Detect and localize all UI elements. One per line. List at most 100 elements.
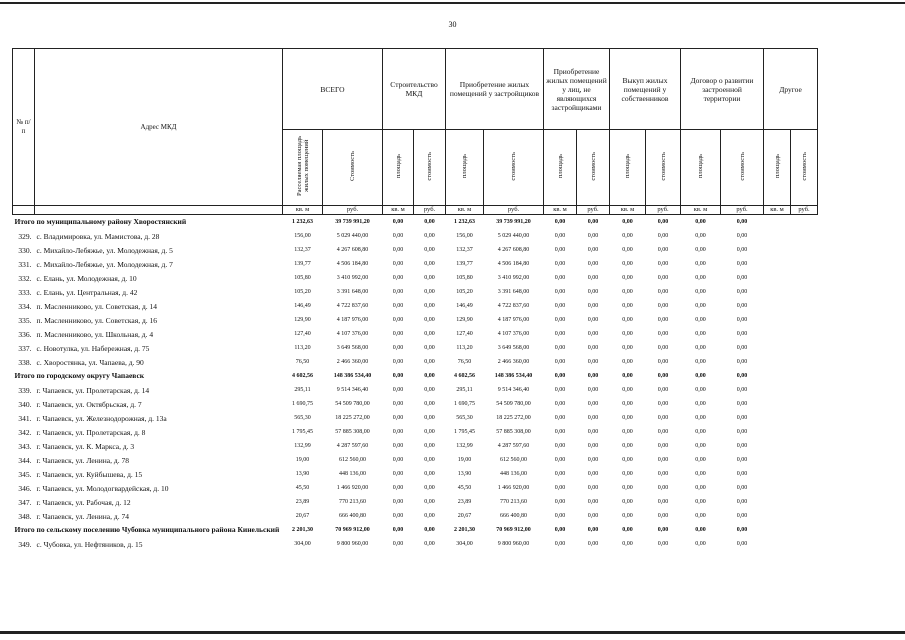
address: г. Чапаевск, ул. Молодогвардейская, д. 1… xyxy=(36,483,169,493)
data-row: 331. с. Михайло-Лебяжье, ул. Молодежная, … xyxy=(13,257,818,271)
data-row: 348. г. Чапаевск, ул. Ленина, д. 74 20,67 6… xyxy=(13,509,818,523)
value-cell: 45,50 xyxy=(295,485,310,491)
value-cell: 0,00 xyxy=(657,317,669,323)
value-cell xyxy=(791,271,818,285)
value-cell: 0,00 xyxy=(695,499,706,505)
address: г. Чапаевск, ул. Октябрьская, д. 7 xyxy=(36,399,142,409)
address: с. Михайло-Лебяжье, ул. Молодежная, д. 7 xyxy=(36,259,173,269)
value-cell: 0,00 xyxy=(424,471,435,477)
value-cell: 0,00 xyxy=(736,317,748,323)
value-cell: 0,00 xyxy=(554,541,566,547)
total-row: Итого по городскому округу Чапаевск 4 602… xyxy=(13,369,818,383)
value-cell: 39 739 991,20 xyxy=(496,219,531,225)
value-cell: 0,00 xyxy=(424,331,435,337)
value-cell: 0,00 xyxy=(424,429,435,435)
column-header-text: стоимость xyxy=(659,151,667,181)
unit-label: руб. xyxy=(413,205,446,215)
value-cell: 0,00 xyxy=(695,513,706,519)
address-header: Адрес МКД xyxy=(34,48,283,206)
value-cell: 0,00 xyxy=(587,289,599,295)
unit-label: руб. xyxy=(720,205,764,215)
address: с. Хворостянка, ул. Чапаева, д. 90 xyxy=(36,357,144,367)
value-cell: 0,00 xyxy=(424,303,435,309)
value-cell: 2 466 360,00 xyxy=(497,359,530,365)
value-cell: 0,00 xyxy=(554,373,566,379)
value-cell xyxy=(764,229,791,243)
value-cell xyxy=(791,495,818,509)
value-cell: 0,00 xyxy=(657,499,669,505)
value-cell: 0,00 xyxy=(587,345,599,351)
value-cell: 0,00 xyxy=(695,303,706,309)
value-cell: 3 649 568,00 xyxy=(336,345,369,351)
value-cell: 3 410 992,00 xyxy=(497,275,530,281)
value-cell: 0,00 xyxy=(736,471,748,477)
column-header: стоимость xyxy=(645,129,681,206)
column-header-text: Стоимость xyxy=(349,151,356,181)
value-cell xyxy=(791,509,818,523)
data-row: 340. г. Чапаевск, ул. Октябрьская, д. 7 1 … xyxy=(13,397,818,411)
value-cell xyxy=(764,327,791,341)
total-label: Итого по муниципальному району Хворостян… xyxy=(14,217,187,226)
address: г. Чапаевск, ул. Ленина, д. 78 xyxy=(36,455,129,465)
value-cell: 127,40 xyxy=(456,331,473,337)
table: № п/п Адрес МКД ВСЕГО Строительство МКД Прио… xyxy=(12,48,818,551)
data-row: 347. г. Чапаевск, ул. Рабочая, д. 12 23,89… xyxy=(13,495,818,509)
units-cell xyxy=(34,205,283,215)
value-cell: 0,00 xyxy=(424,415,435,421)
value-cell xyxy=(764,313,791,327)
unit-label: кв. м xyxy=(609,205,646,215)
value-cell: 0,00 xyxy=(392,471,404,477)
column-header: площадь xyxy=(445,129,484,206)
value-cell xyxy=(764,425,791,439)
value-cell: 76,50 xyxy=(295,359,310,365)
value-cell: 0,00 xyxy=(622,457,633,463)
value-cell: 0,00 xyxy=(622,429,633,435)
data-row: 349. с. Чубовка, ул. Нефтяников, д. 15 304… xyxy=(13,537,818,551)
value-cell xyxy=(791,355,818,369)
value-cell: 0,00 xyxy=(554,443,566,449)
value-cell: 0,00 xyxy=(622,541,633,547)
value-cell: 0,00 xyxy=(392,261,404,267)
value-cell: 105,20 xyxy=(456,289,473,295)
value-cell: 113,20 xyxy=(456,345,473,351)
value-cell: 0,00 xyxy=(695,275,706,281)
value-cell: 0,00 xyxy=(392,443,404,449)
value-cell: 0,00 xyxy=(392,247,404,253)
value-cell xyxy=(764,397,791,411)
value-cell: 295,11 xyxy=(294,387,311,393)
value-cell: 0,00 xyxy=(622,303,633,309)
data-row: 344. г. Чапаевск, ул. Ленина, д. 78 19,00 6… xyxy=(13,453,818,467)
value-cell: 0,00 xyxy=(695,219,706,225)
value-cell: 9 800 960,00 xyxy=(497,541,530,547)
subheader-row: Расселяемая площадь жилых помещений Стоим… xyxy=(13,129,818,206)
value-cell: 0,00 xyxy=(695,541,706,547)
value-cell: 105,80 xyxy=(294,275,311,281)
value-cell: 612 560,00 xyxy=(339,457,366,463)
value-cell: 0,00 xyxy=(695,345,706,351)
value-cell: 4 287 597,60 xyxy=(336,443,369,449)
num-header: № п/п xyxy=(12,48,35,206)
value-cell: 0,00 xyxy=(392,429,404,435)
row-number: 329. xyxy=(18,231,32,241)
address: с. Елань, ул. Молодежная, д. 10 xyxy=(36,273,137,283)
value-cell: 39 739 991,20 xyxy=(335,219,370,225)
value-cell xyxy=(764,243,791,257)
data-row: 332. с. Елань, ул. Молодежная, д. 10 105,8… xyxy=(13,271,818,285)
value-cell xyxy=(791,453,818,467)
value-cell: 0,00 xyxy=(587,443,599,449)
value-cell: 76,50 xyxy=(457,359,472,365)
value-cell: 0,00 xyxy=(554,457,566,463)
unit-label: кв. м xyxy=(543,205,577,215)
column-header: стоимость xyxy=(483,129,544,206)
value-cell: 0,00 xyxy=(657,373,669,379)
value-cell: 0,00 xyxy=(424,499,435,505)
value-cell: 4 722 837,60 xyxy=(497,303,530,309)
value-cell: 0,00 xyxy=(736,443,748,449)
value-cell: 0,00 xyxy=(587,331,599,337)
row-number: 335. xyxy=(18,315,32,325)
value-cell: 127,40 xyxy=(294,331,311,337)
column-header-text: площадь xyxy=(773,153,781,179)
value-cell: 666 400,80 xyxy=(500,513,527,519)
value-cell: 0,00 xyxy=(695,247,706,253)
value-cell: 0,00 xyxy=(622,289,633,295)
